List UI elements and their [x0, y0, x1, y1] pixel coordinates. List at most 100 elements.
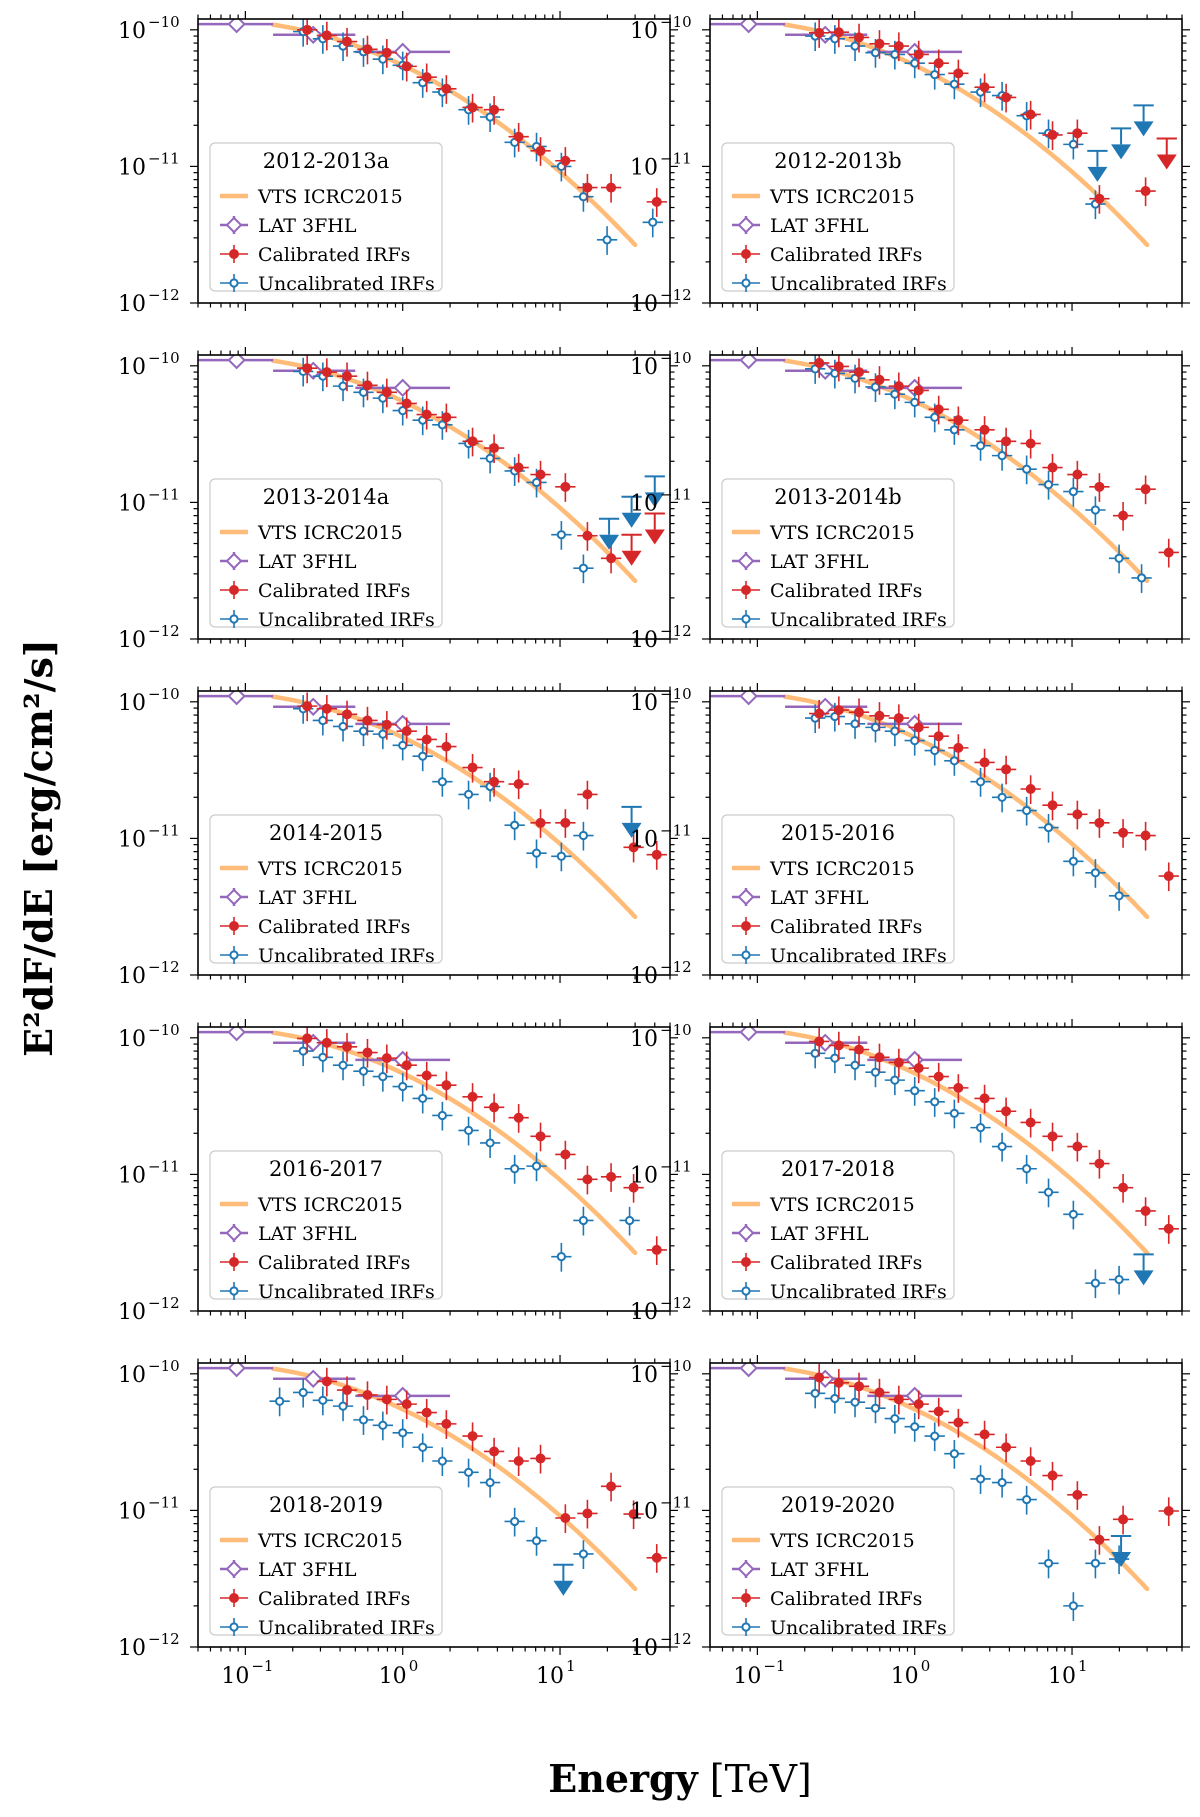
- plot-area: [198, 1363, 667, 1596]
- calibrated-irfs-point: [467, 436, 478, 447]
- calibrated-irfs-point: [321, 1376, 332, 1387]
- legend-cal-marker: [741, 249, 751, 259]
- calibrated-irfs-point: [874, 38, 885, 49]
- uncalibrated-irfs-point: [975, 441, 986, 451]
- y-tick-exponent: −10: [148, 1357, 180, 1375]
- calibrated-irfs-point: [953, 1417, 964, 1428]
- calibrated-irfs-point: [441, 412, 452, 423]
- calibrated-irfs-point: [1025, 1455, 1036, 1466]
- y-tick-label: 10: [118, 292, 146, 317]
- uncalibrated-irfs-point: [1068, 486, 1078, 497]
- legend: 2013-2014b VTS ICRC2015 LAT 3FHL Calibrated…: [721, 478, 955, 631]
- calibrated-irfs-point: [342, 1385, 353, 1396]
- y-tick-label: 10: [630, 19, 658, 44]
- calibrated-upper-limit-arrow: [644, 529, 665, 545]
- vts-icrc2015-curve: [782, 22, 1150, 248]
- calibrated-irfs-point: [560, 155, 571, 166]
- uncalibrated-upper-limit-arrow: [1111, 1551, 1132, 1567]
- plot-area: [198, 19, 667, 255]
- panel-frame: [197, 18, 671, 304]
- uncalibrated-irfs-point: [418, 751, 428, 761]
- legend-title: 2015-2016: [781, 821, 895, 845]
- y-tick-label: 10: [630, 491, 658, 516]
- calibrated-irfs-point: [560, 481, 571, 492]
- calibrated-irfs-point: [833, 705, 844, 716]
- calibrated-irfs-point: [979, 424, 990, 435]
- uncalibrated-upper-limit-arrow: [1133, 121, 1154, 137]
- lat-3fhl-point: [393, 378, 412, 398]
- calibrated-irfs-point: [535, 817, 546, 828]
- calibrated-irfs-point: [582, 182, 593, 193]
- legend-label-uncal: Uncalibrated IRFs: [770, 273, 947, 295]
- legend-label-cal: Calibrated IRFs: [770, 1588, 922, 1610]
- calibrated-irfs-point: [1140, 484, 1151, 495]
- y-tick-label: 10: [118, 628, 146, 653]
- uncalibrated-irfs-point: [1114, 891, 1124, 901]
- calibrated-irfs-point: [893, 381, 904, 392]
- calibrated-irfs-point: [933, 404, 944, 415]
- uncalibrated-irfs-point: [298, 1387, 308, 1398]
- calibrated-irfs-point: [913, 722, 924, 733]
- y-tick-label: 10: [630, 691, 658, 716]
- plot-area: [710, 1363, 1179, 1621]
- calibrated-irfs-point: [381, 719, 392, 730]
- calibrated-irfs-point: [381, 1394, 392, 1405]
- calibrated-irfs-point: [651, 1552, 662, 1563]
- plot-area: [198, 355, 665, 584]
- plot-area: [198, 691, 667, 920]
- calibrated-irfs-point: [342, 36, 353, 47]
- legend-label-cal: Calibrated IRFs: [258, 916, 410, 938]
- y-tick-label: 10: [118, 1499, 146, 1524]
- calibrated-irfs-point: [1001, 1106, 1012, 1117]
- uncalibrated-irfs-point: [1068, 139, 1078, 149]
- uncalibrated-irfs-point: [910, 397, 920, 407]
- uncalibrated-irfs-point: [810, 1048, 820, 1058]
- calibrated-irfs-point: [651, 849, 662, 860]
- uncalibrated-irfs-point: [949, 79, 959, 89]
- calibrated-irfs-point: [953, 742, 964, 753]
- uncalibrated-irfs-point: [870, 722, 881, 732]
- legend: 2012-2013a VTS ICRC2015 LAT 3FHL Calibrated…: [209, 142, 443, 295]
- uncalibrated-irfs-point: [949, 425, 959, 435]
- calibrated-irfs-point: [1072, 469, 1083, 480]
- uncalibrated-irfs-point: [378, 729, 388, 739]
- vts-icrc2015-curve: [270, 22, 638, 248]
- calibrated-irfs-point: [513, 462, 524, 473]
- uncalibrated-irfs-point: [810, 1388, 820, 1398]
- calibrated-irfs-point: [1001, 1442, 1012, 1453]
- y-tick-exponent: −11: [148, 821, 180, 839]
- calibrated-irfs-point: [513, 1455, 524, 1466]
- uncalibrated-upper-limit-arrow: [644, 492, 665, 508]
- legend-box: [721, 478, 955, 628]
- legend: 2019-2020 VTS ICRC2015 LAT 3FHL Calibrated …: [721, 1486, 955, 1639]
- legend-box: [721, 1150, 955, 1300]
- uncalibrated-irfs-point: [398, 1081, 408, 1092]
- legend-cal-marker: [741, 921, 751, 931]
- calibrated-irfs-point: [535, 469, 546, 480]
- uncalibrated-irfs-point: [1068, 1209, 1078, 1219]
- uncalibrated-irfs-point: [578, 1549, 589, 1559]
- legend-label-cal: Calibrated IRFs: [770, 916, 922, 938]
- calibrated-irfs-point: [582, 1174, 593, 1185]
- vts-icrc2015-curve: [270, 358, 638, 584]
- uncalibrated-irfs-point: [1090, 505, 1101, 515]
- legend-label-cal: Calibrated IRFs: [770, 580, 922, 602]
- calibrated-irfs-point: [321, 367, 332, 378]
- uncalibrated-irfs-point: [1043, 480, 1054, 490]
- uncalibrated-irfs-point: [485, 1477, 495, 1488]
- uncalibrated-irfs-point: [997, 792, 1007, 802]
- uncalibrated-irfs-point: [975, 777, 986, 787]
- legend-cal-marker: [229, 921, 239, 931]
- x-tick-exponent: 0: [409, 1657, 419, 1675]
- calibrated-irfs-point: [560, 1149, 571, 1160]
- uncalibrated-irfs-point: [378, 1072, 388, 1082]
- calibrated-irfs-point: [913, 1063, 924, 1074]
- legend-label-lat: LAT 3FHL: [258, 1223, 357, 1245]
- calibrated-irfs-point: [1163, 1506, 1174, 1517]
- calibrated-irfs-point: [560, 817, 571, 828]
- y-tick-exponent: −11: [148, 149, 180, 167]
- y-tick-label: 10: [118, 19, 146, 44]
- calibrated-irfs-point: [321, 30, 332, 41]
- calibrated-irfs-point: [381, 47, 392, 58]
